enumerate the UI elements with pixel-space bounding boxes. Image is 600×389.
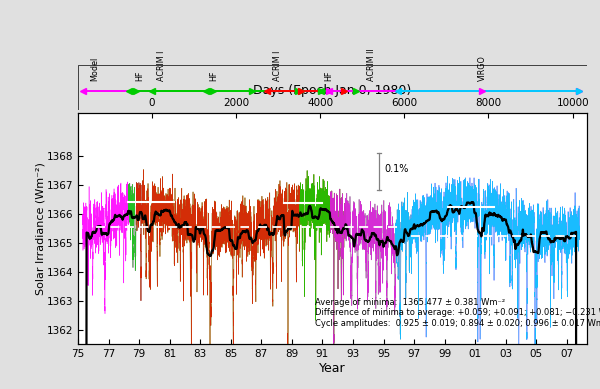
X-axis label: Year: Year [319, 362, 346, 375]
Text: VIRGO: VIRGO [478, 55, 487, 81]
Text: ACRIM II: ACRIM II [367, 49, 376, 81]
Text: ACRIM I: ACRIM I [157, 51, 166, 81]
Text: HF: HF [135, 71, 144, 81]
Text: Model: Model [91, 57, 100, 81]
Text: 0.1%: 0.1% [385, 164, 409, 174]
Text: Average of minima:  1365.477 ± 0.381 Wm⁻²
Difference of minima to average: +0.05: Average of minima: 1365.477 ± 0.381 Wm⁻²… [314, 298, 600, 328]
Text: ACRIM I: ACRIM I [274, 51, 283, 81]
X-axis label: Days (Epoch Jan 0, 1980): Days (Epoch Jan 0, 1980) [253, 84, 412, 97]
Y-axis label: Solar Irradiance (Wm⁻²): Solar Irradiance (Wm⁻²) [35, 162, 45, 295]
Text: HF: HF [209, 71, 218, 81]
Text: HF: HF [324, 71, 333, 81]
